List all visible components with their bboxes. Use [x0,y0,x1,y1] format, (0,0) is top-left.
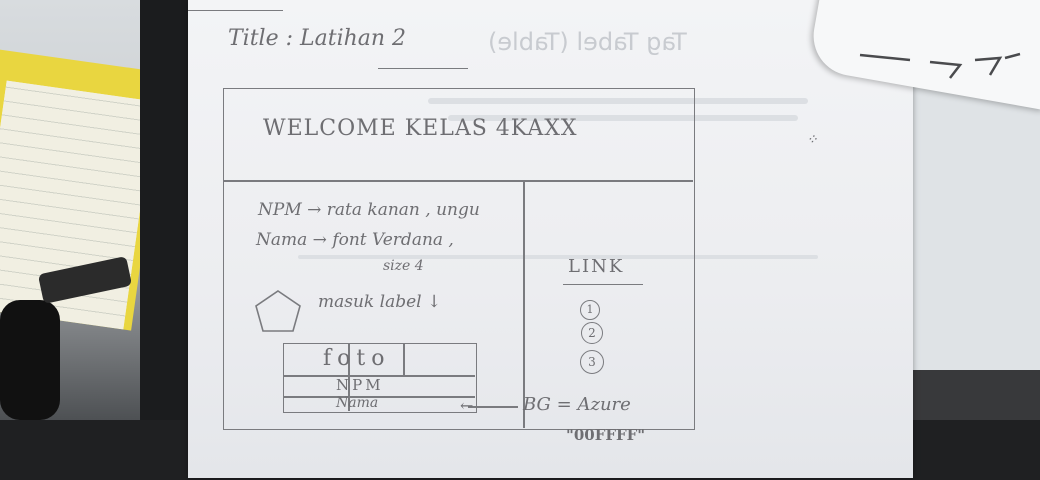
table-cell-nama: Nama [336,395,379,411]
note-size: size 4 [383,258,424,274]
table-row-line [283,375,475,377]
arrow-line [468,406,518,408]
table-header-foto: foto [323,346,391,371]
show-through-line [428,98,808,104]
top-scribble [188,10,283,11]
show-through-line [448,115,798,121]
note-nama: Nama → font Verdana , [256,230,454,250]
table-row-line [283,396,475,398]
link-item-2[interactable]: 2 [581,322,603,344]
table-col-line [348,343,350,411]
show-through-heading: Tag Tabel (Table) [488,28,687,56]
title-underline [378,68,468,69]
table-col-line [403,343,405,375]
link-item-1[interactable]: 1 [580,300,600,320]
note-background: BG = Azure [523,394,631,415]
pentagon-icon [255,290,301,332]
cable [0,300,60,420]
note-npm: NPM → rata kanan , ungu [258,200,480,220]
pencil-mark: ⁘ [806,132,818,148]
sidebar-divider [523,180,525,428]
link-heading: LINK [568,256,625,277]
sketch-title: Title : Latihan 2 [228,26,407,51]
sketch-paper: Tag Tabel (Table) Title : Latihan 2 WELC… [188,0,913,478]
note-image-label: masuk label ↓ [318,292,442,312]
link-item-3[interactable]: 3 [580,350,604,374]
link-underline [563,284,643,286]
note-background-code: "00FFFF" [566,426,646,444]
show-through-line [298,255,818,259]
header-welcome: WELCOME KELAS 4KAXX [263,116,578,141]
table-cell-npm: NPM [336,376,384,394]
sketch-table [283,343,477,413]
header-divider [223,180,693,182]
corner-scribble-icon [859,52,1021,79]
arrow-head: ← [460,396,474,415]
laptop-screen [905,80,1040,380]
page-layout-box [223,88,695,430]
